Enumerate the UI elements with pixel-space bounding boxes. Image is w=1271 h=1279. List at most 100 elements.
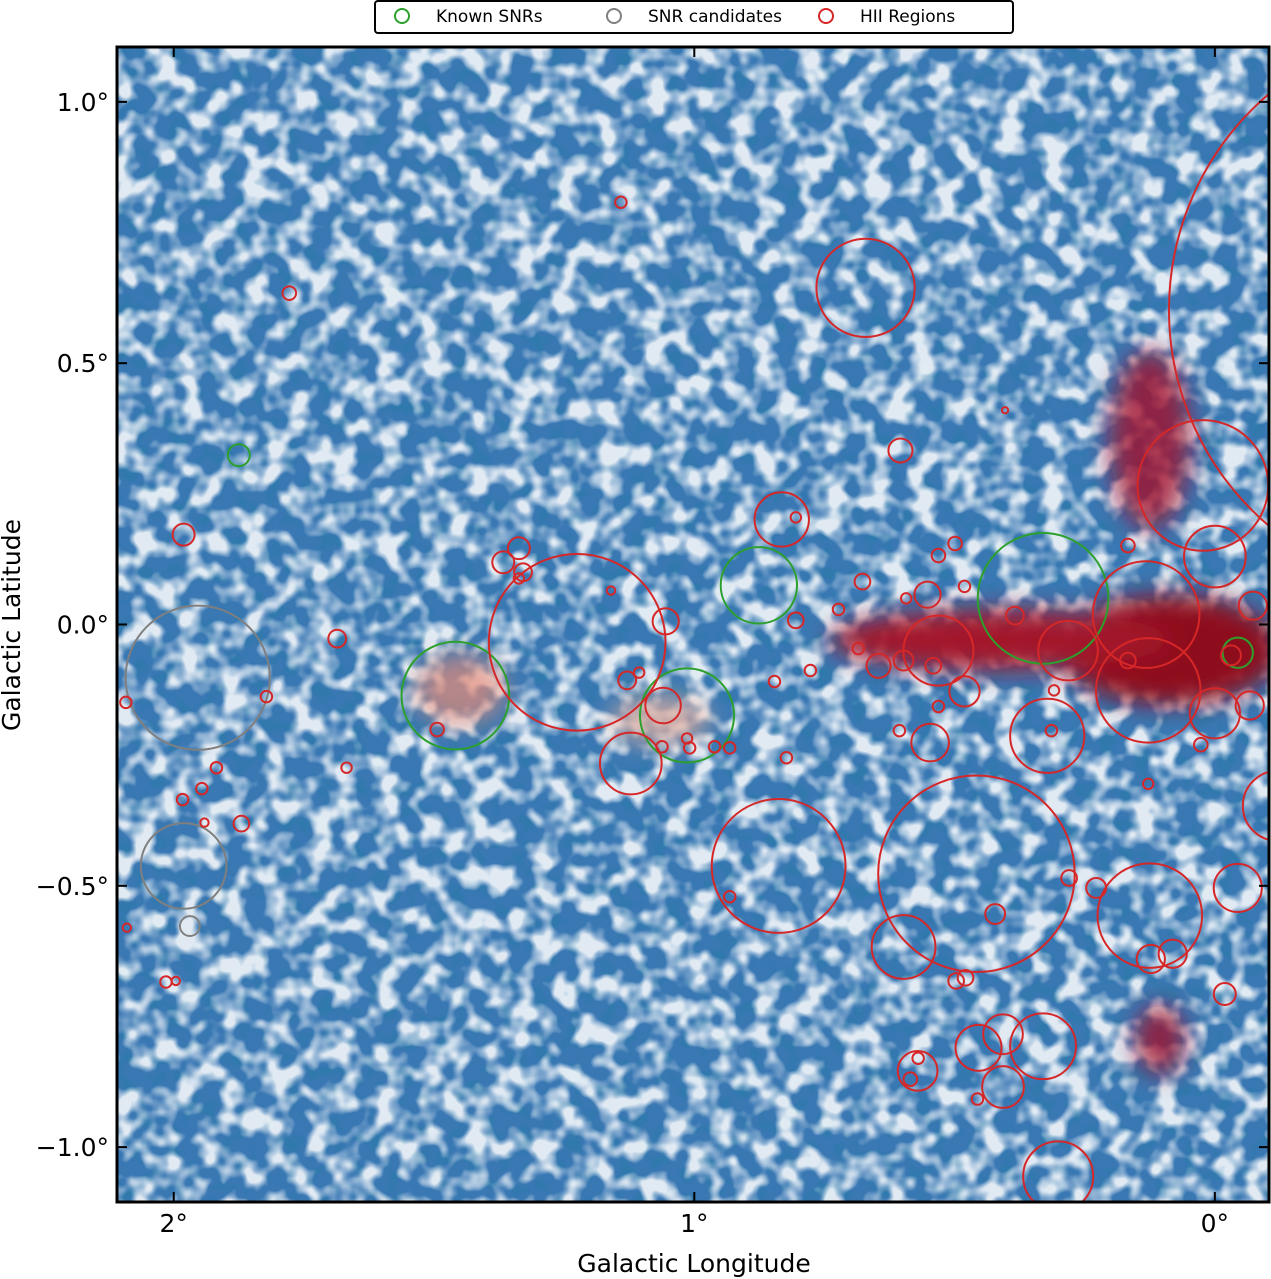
region-circle [910, 722, 950, 763]
region-circle [171, 522, 196, 547]
region-circle [1060, 869, 1078, 887]
region-circle [1188, 687, 1241, 740]
region-circle [1005, 605, 1025, 626]
legend-marker [818, 8, 834, 24]
region-circle [930, 547, 947, 564]
region-circle [865, 652, 892, 679]
region-circle [1221, 636, 1254, 669]
y-tick-label: 0.5° [57, 349, 109, 378]
region-circle [124, 604, 271, 751]
region-circle [1000, 406, 1010, 415]
region-circle [982, 1013, 1024, 1056]
region-circle [1157, 938, 1188, 969]
legend-label: HII Regions [860, 7, 955, 27]
region-circle [1234, 690, 1265, 721]
region-circle [655, 740, 669, 754]
legend-label: Known SNRs [436, 7, 543, 27]
region-circle [170, 975, 182, 987]
region-circle [853, 572, 872, 591]
region-circle [767, 674, 782, 689]
region-circle [121, 922, 133, 933]
region-circle [870, 914, 937, 980]
region-circle [722, 890, 737, 904]
region-circle [1009, 1012, 1078, 1081]
region-circle [491, 550, 516, 575]
region-circle [638, 667, 736, 764]
region-circle [119, 695, 133, 710]
x-axis-label: Galactic Longitude [577, 1249, 810, 1278]
region-circle [1237, 590, 1268, 621]
region-circle [948, 675, 981, 708]
region-circle [956, 968, 975, 987]
y-tick-label: −1.0° [36, 1133, 109, 1162]
region-circle [1047, 684, 1061, 697]
region-circle [710, 798, 847, 934]
region-circle [1091, 560, 1201, 669]
region-circle [981, 1065, 1025, 1109]
region-circle [598, 731, 663, 796]
region-circle [851, 641, 866, 656]
region-circle [970, 1092, 985, 1106]
region-circle [680, 732, 694, 745]
region-circle [957, 579, 972, 594]
region-circle [1241, 770, 1269, 841]
region-circle [1044, 723, 1059, 738]
region-circle [1120, 537, 1136, 554]
region-circle [896, 1049, 939, 1092]
region-circle [281, 285, 298, 301]
region-circle [259, 689, 274, 704]
region-circle [779, 751, 794, 765]
region-circle [487, 552, 667, 732]
x-tick-label: 2° [160, 1209, 188, 1238]
y-tick-label: −0.5° [36, 872, 109, 901]
region-circle [789, 511, 803, 524]
region-circle [1142, 777, 1155, 791]
x-tick-label: 1° [680, 1209, 708, 1238]
region-circle [400, 640, 511, 751]
y-axis-label: Galactic Latitude [0, 519, 26, 731]
region-circle [327, 628, 348, 649]
region-circle [139, 822, 228, 910]
region-circle [232, 814, 251, 833]
region-circle [199, 817, 210, 828]
region-circle [931, 699, 946, 714]
y-tick-label: 0.0° [57, 611, 109, 640]
region-circle [605, 585, 617, 596]
region-circle [1220, 644, 1242, 667]
region-circle [178, 915, 201, 937]
region-circle [209, 760, 224, 775]
region-circle [651, 607, 680, 636]
legend-marker [606, 8, 622, 24]
region-circle [899, 592, 913, 605]
region-circle [1212, 982, 1237, 1006]
region-circle [340, 761, 353, 774]
sky-image [117, 47, 1269, 1202]
region-circle [887, 437, 914, 464]
region-circle [902, 1071, 919, 1087]
region-circle [1096, 862, 1204, 969]
region-circle [614, 195, 628, 209]
region-circle [753, 491, 810, 548]
region-circle [707, 740, 722, 754]
region-circle [911, 1051, 925, 1066]
region-circle [1193, 736, 1209, 753]
legend-marker [394, 8, 410, 24]
region-circle [195, 781, 209, 796]
region-circle [892, 649, 915, 672]
region-circle [1168, 92, 1269, 528]
x-tick-label: 0° [1201, 1209, 1229, 1238]
region-circle [226, 443, 251, 468]
region-circle [924, 656, 943, 675]
region-circle [892, 723, 907, 738]
regions [119, 92, 1269, 1202]
region-circle [1037, 619, 1099, 682]
region-circle [815, 237, 916, 339]
region-circle [1009, 697, 1086, 774]
region-circle [1119, 651, 1137, 670]
legend: Known SNRs SNR candidates HII Regions [374, 0, 1014, 34]
region-circle [1135, 943, 1166, 975]
region-circle [1212, 862, 1263, 913]
region-circle [617, 670, 638, 691]
region-circle [913, 580, 942, 609]
